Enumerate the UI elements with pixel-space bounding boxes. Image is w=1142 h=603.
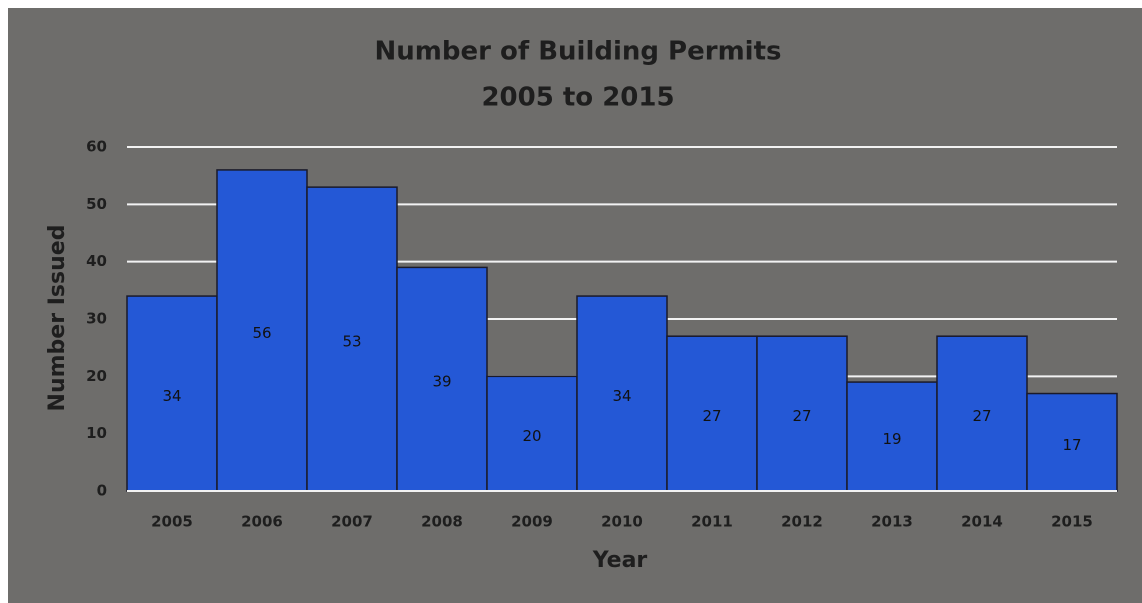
bar	[756, 335, 848, 492]
bar	[396, 266, 488, 492]
x-tick-label: 2010	[601, 513, 643, 531]
value-label: 19	[882, 430, 901, 448]
x-tick-label: 2007	[331, 513, 373, 531]
value-label: 27	[702, 407, 721, 425]
y-tick-label: 30	[86, 310, 107, 328]
y-tick-label: 20	[86, 367, 107, 385]
value-label: 20	[522, 427, 541, 445]
x-tick-label: 2014	[961, 513, 1003, 531]
y-tick-label: 50	[86, 195, 107, 213]
y-axis-label: Number Issued	[45, 225, 70, 412]
value-label: 56	[252, 324, 271, 342]
x-tick-label: 2005	[151, 513, 193, 531]
value-label: 27	[972, 407, 991, 425]
bar	[666, 335, 758, 492]
y-tick-label: 60	[86, 138, 107, 156]
y-tick-label: 40	[86, 252, 107, 270]
value-label: 34	[162, 387, 181, 405]
x-tick-label: 2009	[511, 513, 553, 531]
chart-subtitle: 2005 to 2015	[481, 83, 674, 113]
bar	[846, 381, 938, 492]
y-tick-label: 0	[97, 482, 107, 500]
bar	[486, 375, 578, 492]
x-tick-label: 2006	[241, 513, 283, 531]
x-tick-label: 2012	[781, 513, 823, 531]
bar	[216, 169, 308, 492]
x-tick-label: 2013	[871, 513, 913, 531]
value-label: 39	[432, 373, 451, 391]
x-tick-label: 2008	[421, 513, 463, 531]
value-label: 17	[1062, 436, 1081, 454]
value-label: 27	[792, 407, 811, 425]
value-label: 34	[612, 387, 631, 405]
x-axis-label: Year	[592, 548, 648, 573]
value-label: 53	[342, 333, 361, 351]
bar	[1026, 392, 1118, 492]
x-tick-label: 2011	[691, 513, 733, 531]
chart-title: Number of Building Permits	[375, 37, 782, 67]
bar	[936, 335, 1028, 492]
bar	[576, 295, 668, 492]
y-tick-label: 10	[86, 424, 107, 442]
x-tick-label: 2015	[1051, 513, 1093, 531]
